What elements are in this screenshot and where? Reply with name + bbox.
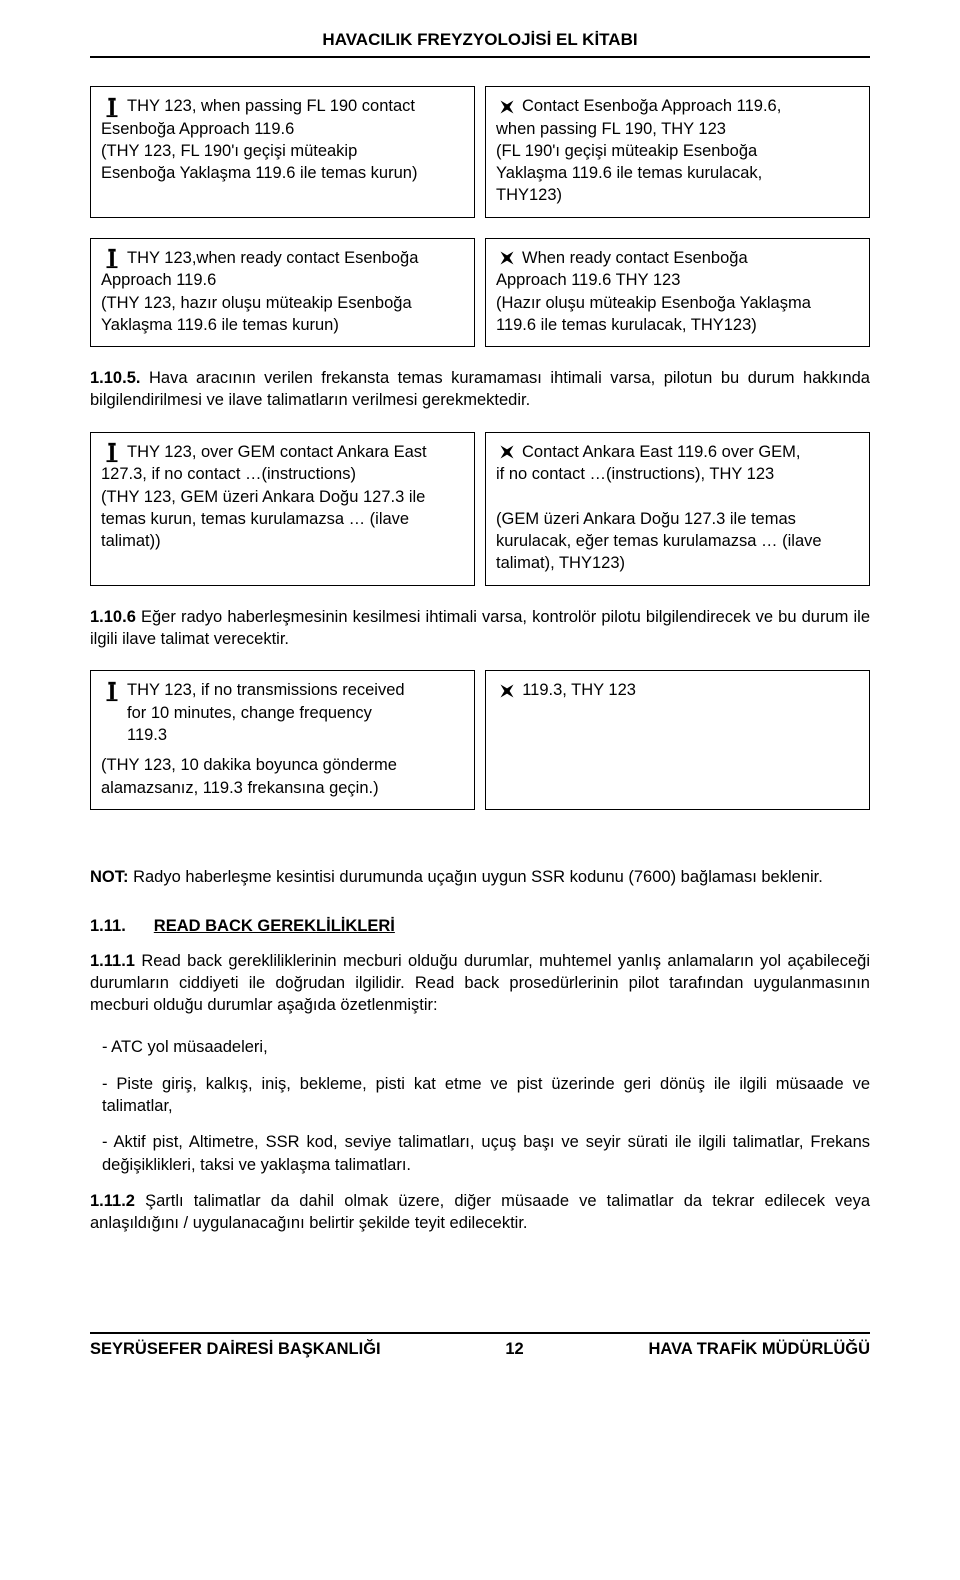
tower-icon [101, 680, 123, 702]
text: (GEM üzeri Ankara Doğu 127.3 ile temas [496, 510, 796, 528]
para-lead: 1.10.5. [90, 369, 140, 387]
list-item: - Aktif pist, Altimetre, SSR kod, seviye… [102, 1131, 870, 1176]
paragraph-1-10-5: 1.10.5. Hava aracının verilen frekansta … [90, 367, 870, 412]
para-lead: 1.10.6 [90, 608, 136, 626]
para-text: Eğer radyo haberleşmesinin kesilmesi iht… [90, 608, 870, 648]
text: alamazsanız, 119.3 frekansına geçin.) [101, 779, 379, 797]
note-paragraph: NOT: Radyo haberleşme kesintisi durumund… [90, 866, 870, 888]
para-lead: 1.11.1 [90, 952, 135, 970]
text: THY123) [496, 186, 562, 204]
text: THY 123, if no transmissions received [127, 681, 405, 699]
list-item: - ATC yol müsaadeleri, [102, 1036, 870, 1058]
para-text: Şartlı talimatlar da dahil olmak üzere, … [90, 1192, 870, 1232]
text: Esenboğa Approach 119.6 [101, 120, 294, 138]
requirement-list: - ATC yol müsaadeleri, - Piste giriş, ka… [102, 1036, 870, 1175]
dialogue-pair-3: THY 123, over GEM contact Ankara East 12… [90, 432, 870, 586]
airplane-icon [496, 680, 518, 702]
tower-box-1: THY 123, when passing FL 190 contact Ese… [90, 86, 475, 218]
list-item: - Piste giriş, kalkış, iniş, bekleme, pi… [102, 1073, 870, 1118]
footer-right: HAVA TRAFİK MÜDÜRLÜĞÜ [648, 1340, 870, 1359]
section-1-11-heading: 1.11. READ BACK GEREKLİLİKLERİ [90, 917, 870, 936]
airplane-icon [496, 96, 518, 118]
text: Approach 119.6 THY 123 [496, 271, 680, 289]
section-number: 1.11. [90, 917, 126, 936]
text: THY 123, over GEM contact Ankara East [127, 443, 427, 461]
text: Contact Ankara East 119.6 over GEM, [522, 443, 801, 461]
text: when passing FL 190, THY 123 [496, 120, 726, 138]
paragraph-1-11-1: 1.11.1 Read back gerekliliklerinin mecbu… [90, 950, 870, 1017]
text: if no contact …(instructions), THY 123 [496, 465, 774, 483]
text: kurulacak, eğer temas kurulamazsa … (ila… [496, 532, 822, 550]
header-rule [90, 56, 870, 58]
tower-box-2: THY 123,when ready contact Esenboğa Appr… [90, 238, 475, 347]
aircraft-box-2: When ready contact Esenboğa Approach 119… [485, 238, 870, 347]
text: (THY 123, FL 190'ı geçişi müteakip [101, 142, 357, 160]
para-text: Hava aracının verilen frekansta temas ku… [90, 369, 870, 409]
footer-page-number: 12 [505, 1340, 523, 1359]
page-footer: SEYRÜSEFER DAİRESİ BAŞKANLIĞI 12 HAVA TR… [90, 1334, 870, 1359]
page-header-title: HAVACILIK FREYZYOLOJİSİ EL KİTABI [90, 30, 870, 50]
dialogue-pair-1: THY 123, when passing FL 190 contact Ese… [90, 86, 870, 218]
text: THY 123, when passing FL 190 contact [127, 97, 415, 115]
dialogue-pair-4: THY 123, if no transmissions received fo… [90, 670, 870, 810]
tower-box-3: THY 123, over GEM contact Ankara East 12… [90, 432, 475, 586]
text: temas kurun, temas kurulamazsa … (ilave [101, 510, 409, 528]
text: 119.3 [127, 726, 167, 744]
text: Esenboğa Yaklaşma 119.6 ile temas kurun) [101, 164, 417, 182]
note-label: NOT: [90, 868, 129, 886]
tower-icon [101, 96, 123, 118]
text: (FL 190'ı geçişi müteakip Esenboğa [496, 142, 757, 160]
text: talimat)) [101, 532, 161, 550]
text: talimat), THY123) [496, 554, 625, 572]
airplane-icon [496, 247, 518, 269]
aircraft-box-4: 119.3, THY 123 [485, 670, 870, 810]
text: (THY 123, GEM üzeri Ankara Doğu 127.3 il… [101, 488, 425, 506]
text: (Hazır oluşu müteakip Esenboğa Yaklaşma [496, 294, 811, 312]
text: Yaklaşma 119.6 ile temas kurun) [101, 316, 339, 334]
text: for 10 minutes, change frequency [127, 704, 372, 722]
text: THY 123,when ready contact Esenboğa [127, 249, 418, 267]
tower-icon [101, 441, 123, 463]
text: Yaklaşma 119.6 ile temas kurulacak, [496, 164, 762, 182]
aircraft-box-3: Contact Ankara East 119.6 over GEM, if n… [485, 432, 870, 586]
footer-left: SEYRÜSEFER DAİRESİ BAŞKANLIĞI [90, 1340, 381, 1359]
text: When ready contact Esenboğa [522, 249, 748, 267]
text: 119.3, THY 123 [522, 681, 636, 699]
text: 119.6 ile temas kurulacak, THY123) [496, 316, 757, 334]
text: Approach 119.6 [101, 271, 216, 289]
document-page: HAVACILIK FREYZYOLOJİSİ EL KİTABI THY 12… [0, 0, 960, 1399]
text: (THY 123, hazır oluşu müteakip Esenboğa [101, 294, 412, 312]
note-text: Radyo haberleşme kesintisi durumunda uça… [129, 868, 823, 886]
para-text: Read back gerekliliklerinin mecburi oldu… [90, 952, 870, 1015]
tower-icon [101, 247, 123, 269]
tower-box-4: THY 123, if no transmissions received fo… [90, 670, 475, 810]
airplane-icon [496, 441, 518, 463]
text: 127.3, if no contact …(instructions) [101, 465, 356, 483]
dialogue-pair-2: THY 123,when ready contact Esenboğa Appr… [90, 238, 870, 347]
paragraph-1-10-6: 1.10.6 Eğer radyo haberleşmesinin kesilm… [90, 606, 870, 651]
section-title: READ BACK GEREKLİLİKLERİ [154, 917, 395, 935]
aircraft-box-1: Contact Esenboğa Approach 119.6, when pa… [485, 86, 870, 218]
text: Contact Esenboğa Approach 119.6, [522, 97, 781, 115]
paragraph-1-11-2: 1.11.2 Şartlı talimatlar da dahil olmak … [90, 1190, 870, 1235]
text: (THY 123, 10 dakika boyunca gönderme [101, 756, 397, 774]
para-lead: 1.11.2 [90, 1192, 135, 1210]
